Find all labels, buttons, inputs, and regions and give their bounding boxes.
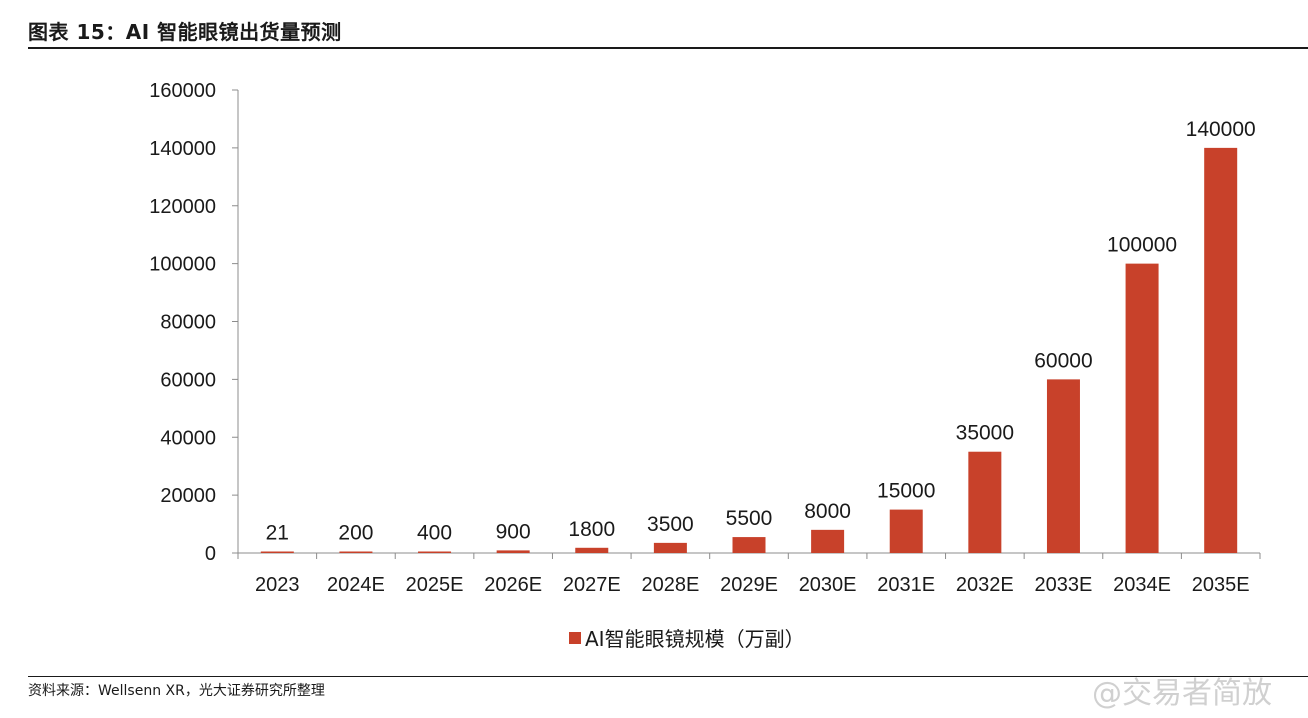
- bar: [575, 547, 609, 553]
- x-tick-label: 2023: [255, 574, 300, 596]
- data-label: 8000: [804, 500, 851, 523]
- legend: AI智能眼镜规模（万副）: [569, 627, 805, 651]
- x-tick-label: 2031E: [877, 574, 935, 596]
- x-tick-label: 2035E: [1192, 574, 1250, 596]
- x-tick-label: 2028E: [641, 574, 699, 596]
- bar: [339, 551, 373, 553]
- data-label: 35000: [956, 422, 1014, 445]
- bar: [968, 451, 1002, 553]
- bar: [1125, 263, 1159, 553]
- source-note: 资料来源：Wellsenn XR，光大证券研究所整理: [28, 683, 325, 699]
- bar: [653, 542, 687, 553]
- legend-swatch: [569, 632, 581, 644]
- bars: [260, 147, 1238, 553]
- bar: [418, 551, 452, 553]
- bar: [1204, 147, 1238, 553]
- data-label: 400: [417, 522, 452, 545]
- bar: [260, 551, 294, 553]
- data-label: 100000: [1107, 234, 1177, 257]
- y-tick-label: 40000: [160, 427, 216, 449]
- figure-title: 图表 15：AI 智能眼镜出货量预测: [28, 20, 342, 44]
- x-axis: 2023 2024E 2025E 2026E 2027E 2028E 2029E 2030E 2…: [237, 552, 1261, 596]
- top-divider: [28, 47, 1308, 49]
- data-label: 140000: [1186, 118, 1256, 141]
- x-tick-label: 2034E: [1113, 574, 1171, 596]
- bar: [1046, 379, 1080, 553]
- x-tick-label: 2032E: [956, 574, 1014, 596]
- y-tick-label: 80000: [160, 312, 216, 334]
- data-label: 15000: [877, 480, 935, 503]
- bar: [496, 550, 530, 553]
- x-tick-label: 2030E: [799, 574, 857, 596]
- x-tick-label: 2029E: [720, 574, 778, 596]
- data-label: 21: [266, 522, 289, 545]
- data-label: 5500: [726, 507, 773, 530]
- data-label: 200: [338, 522, 373, 545]
- bar: [732, 537, 766, 553]
- x-tick-label: 2026E: [484, 574, 542, 596]
- y-axis: 0 20000 40000 60000 80000 100000 120000 140000 1…: [149, 80, 239, 565]
- bar: [889, 509, 923, 553]
- data-label: 900: [496, 520, 531, 543]
- y-tick-label: 140000: [149, 138, 216, 160]
- x-tick-label: 2024E: [327, 574, 385, 596]
- x-tick-label: 2025E: [406, 574, 464, 596]
- data-label: 1800: [568, 518, 615, 541]
- y-tick-label: 100000: [149, 254, 216, 276]
- data-label: 3500: [647, 513, 694, 536]
- legend-label: AI智能眼镜规模（万副）: [585, 627, 805, 651]
- data-labels: 21 200 400 900 1800 3500 5500 8000 15000 35000 600…: [266, 118, 1256, 545]
- y-tick-label: 20000: [160, 485, 216, 507]
- bar-chart: 0 20000 40000 60000 80000 100000 120000 140000 1…: [149, 80, 1261, 651]
- y-tick-label: 160000: [149, 80, 216, 102]
- x-tick-label: 2027E: [563, 574, 621, 596]
- watermark: @交易者简放: [1092, 676, 1272, 711]
- data-label: 60000: [1034, 349, 1092, 372]
- y-tick-label: 60000: [160, 369, 216, 391]
- y-tick-label: 0: [205, 543, 216, 565]
- y-tick-label: 120000: [149, 196, 216, 218]
- x-tick-label: 2033E: [1035, 574, 1093, 596]
- bar: [811, 529, 845, 553]
- bottom-divider: [28, 676, 1308, 677]
